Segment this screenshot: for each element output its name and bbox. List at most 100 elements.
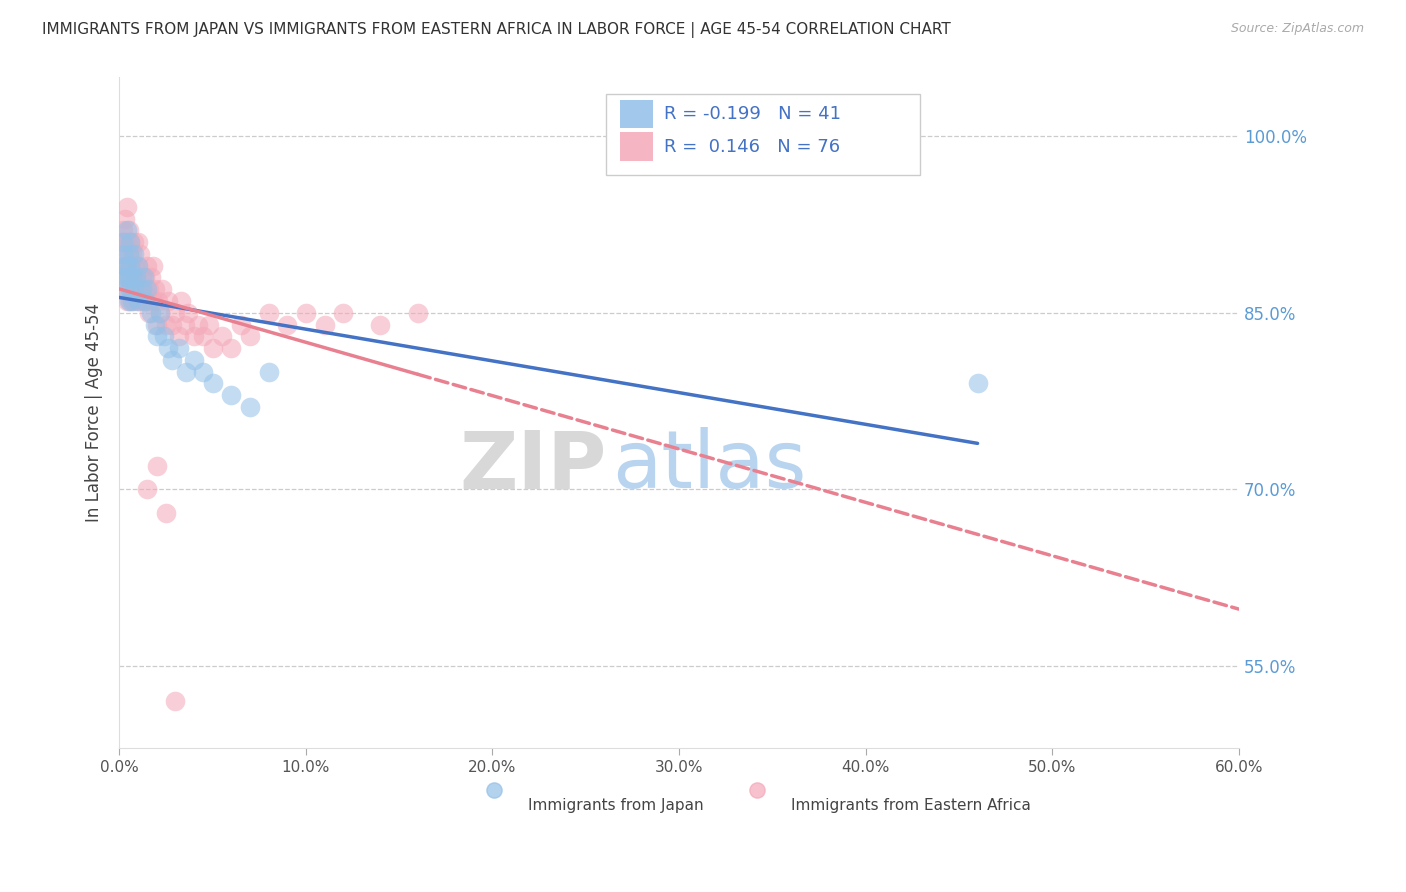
Point: [229, 318, 252, 332]
Point: [117, 270, 139, 285]
Point: [125, 270, 148, 285]
Point: [134, 270, 156, 285]
Point: [115, 223, 138, 237]
Point: [138, 306, 160, 320]
Point: [136, 282, 159, 296]
Point: [127, 293, 149, 308]
Point: [201, 341, 224, 355]
Point: [120, 259, 142, 273]
Point: [120, 282, 142, 296]
Point: [121, 270, 143, 285]
Point: [176, 365, 198, 379]
Point: [219, 341, 242, 355]
Point: [122, 247, 145, 261]
Point: [117, 293, 139, 308]
Point: [132, 282, 155, 296]
Point: [177, 306, 200, 320]
Point: [153, 329, 176, 343]
Point: [138, 282, 160, 296]
Point: [115, 293, 138, 308]
Point: [148, 293, 170, 308]
Text: Immigrants from Japan: Immigrants from Japan: [527, 798, 703, 814]
Point: [121, 293, 143, 308]
Point: [139, 270, 162, 285]
Point: [139, 306, 162, 320]
Point: [111, 235, 134, 249]
Point: [132, 270, 155, 285]
Point: [145, 329, 167, 343]
Point: [332, 306, 354, 320]
Text: Source: ZipAtlas.com: Source: ZipAtlas.com: [1230, 22, 1364, 36]
Point: [145, 458, 167, 473]
Point: [115, 259, 138, 273]
Point: [120, 235, 142, 249]
Point: [127, 259, 149, 273]
Point: [183, 352, 205, 367]
Point: [406, 306, 429, 320]
Point: [128, 282, 150, 296]
Point: [239, 329, 262, 343]
Point: [149, 306, 172, 320]
Point: [122, 293, 145, 308]
Point: [370, 318, 392, 332]
Point: [155, 318, 177, 332]
Point: [111, 247, 134, 261]
Point: [120, 293, 142, 308]
Point: [114, 282, 136, 296]
Point: [136, 482, 159, 496]
FancyBboxPatch shape: [606, 95, 920, 175]
Y-axis label: In Labor Force | Age 45-54: In Labor Force | Age 45-54: [86, 303, 103, 522]
Point: [257, 306, 280, 320]
Point: [125, 270, 148, 285]
Point: [115, 259, 138, 273]
Point: [121, 282, 143, 296]
Point: [193, 365, 215, 379]
Text: atlas: atlas: [612, 427, 806, 506]
Point: [115, 235, 138, 249]
Point: [131, 270, 153, 285]
Point: [115, 270, 138, 285]
Point: [122, 235, 145, 249]
Bar: [620, 132, 654, 161]
Text: R =  0.146   N = 76: R = 0.146 N = 76: [665, 137, 841, 155]
Point: [114, 235, 136, 249]
Point: [117, 247, 139, 261]
Point: [257, 365, 280, 379]
Point: [121, 247, 143, 261]
Point: [114, 270, 136, 285]
Point: [160, 318, 183, 332]
Text: IMMIGRANTS FROM JAPAN VS IMMIGRANTS FROM EASTERN AFRICA IN LABOR FORCE | AGE 45-: IMMIGRANTS FROM JAPAN VS IMMIGRANTS FROM…: [42, 22, 950, 38]
Point: [117, 247, 139, 261]
Point: [136, 293, 159, 308]
Point: [127, 293, 149, 308]
Point: [117, 270, 139, 285]
Point: [239, 400, 262, 414]
Point: [120, 235, 142, 249]
Point: [110, 270, 132, 285]
Point: [170, 293, 193, 308]
Point: [149, 306, 172, 320]
Point: [198, 318, 221, 332]
Point: [165, 306, 187, 320]
Point: [173, 318, 195, 332]
Point: [142, 293, 165, 308]
Point: [127, 235, 149, 249]
Point: [111, 247, 134, 261]
Point: [131, 293, 153, 308]
Point: [122, 282, 145, 296]
Point: [167, 341, 190, 355]
Point: [211, 329, 233, 343]
Point: [125, 282, 148, 296]
Point: [150, 282, 173, 296]
Point: [136, 259, 159, 273]
Point: [187, 318, 209, 332]
Point: [156, 293, 179, 308]
Point: [143, 282, 166, 296]
Point: [314, 318, 336, 332]
Point: [111, 282, 134, 296]
Point: [134, 293, 156, 308]
Point: [128, 247, 150, 261]
Text: R = -0.199   N = 41: R = -0.199 N = 41: [665, 105, 841, 123]
Point: [117, 282, 139, 296]
Point: [120, 259, 142, 273]
